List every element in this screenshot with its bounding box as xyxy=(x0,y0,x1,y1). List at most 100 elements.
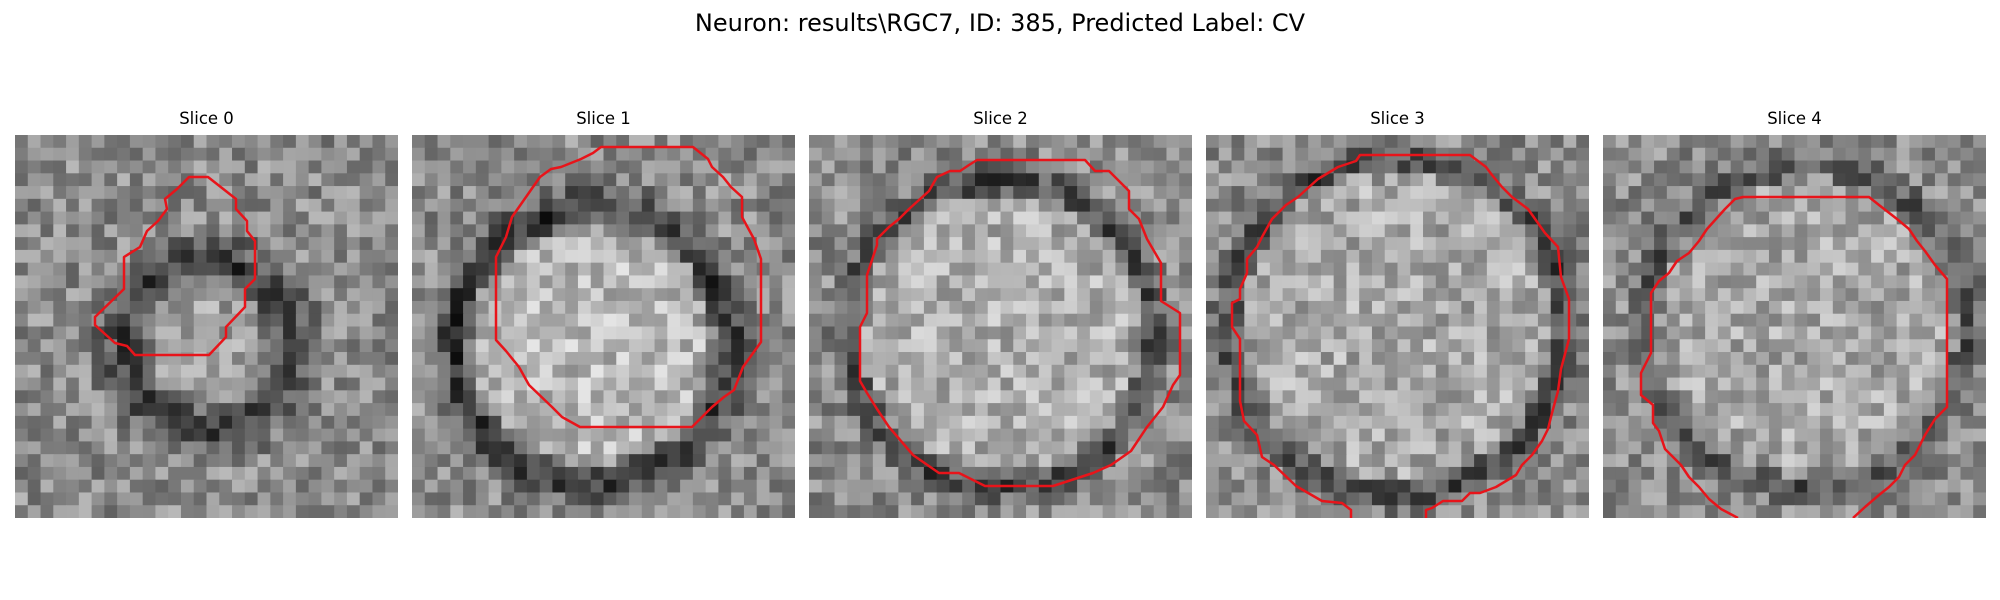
image-pixel xyxy=(923,364,938,379)
image-pixel xyxy=(475,466,490,481)
image-pixel xyxy=(372,288,386,302)
image-pixel xyxy=(654,211,668,225)
image-pixel xyxy=(872,160,887,174)
image-pixel xyxy=(1537,441,1552,455)
image-pixel xyxy=(1883,173,1898,187)
image-pixel xyxy=(1269,428,1284,442)
image-pixel xyxy=(718,505,732,518)
image-pixel xyxy=(66,135,80,149)
image-pixel xyxy=(1051,173,1065,187)
image-pixel xyxy=(1973,224,1986,238)
image-pixel xyxy=(78,211,93,225)
image-pixel xyxy=(1448,428,1462,442)
image-pixel xyxy=(1615,454,1630,468)
image-pixel xyxy=(987,262,1002,277)
image-pixel xyxy=(295,160,310,174)
image-pixel xyxy=(1269,390,1284,404)
image-pixel xyxy=(372,237,386,251)
image-pixel xyxy=(1179,479,1192,494)
image-pixel xyxy=(603,237,617,251)
image-pixel xyxy=(1563,237,1577,251)
image-pixel xyxy=(911,390,925,404)
image-pixel xyxy=(1346,262,1360,277)
image-pixel xyxy=(872,505,887,518)
image-pixel xyxy=(129,454,144,468)
image-pixel xyxy=(1960,300,1974,315)
image-pixel xyxy=(1820,492,1834,506)
image-pixel xyxy=(129,173,144,187)
image-pixel xyxy=(1153,479,1168,494)
image-pixel xyxy=(1909,326,1923,340)
image-pixel xyxy=(1973,326,1986,340)
image-pixel xyxy=(936,313,951,328)
image-pixel xyxy=(412,224,426,238)
image-pixel xyxy=(155,313,169,328)
image-pixel xyxy=(1474,288,1488,302)
image-pixel xyxy=(809,454,823,468)
image-pixel xyxy=(1666,390,1681,404)
image-pixel xyxy=(1115,364,1129,379)
image-pixel xyxy=(321,147,335,162)
image-pixel xyxy=(1206,428,1220,442)
image-pixel xyxy=(1371,492,1386,506)
image-pixel xyxy=(321,403,335,417)
image-pixel xyxy=(1320,492,1335,506)
image-pixel xyxy=(1537,288,1552,302)
image-pixel xyxy=(117,237,131,251)
image-pixel xyxy=(1794,275,1808,289)
image-pixel xyxy=(1947,198,1962,213)
image-pixel xyxy=(1794,237,1808,251)
image-pixel xyxy=(1832,211,1847,225)
image-pixel xyxy=(1499,313,1513,328)
image-pixel xyxy=(667,377,681,391)
image-pixel xyxy=(1359,428,1373,442)
image-pixel xyxy=(1705,505,1719,518)
image-pixel xyxy=(91,377,105,391)
image-pixel xyxy=(860,454,874,468)
image-pixel xyxy=(1692,262,1706,277)
image-pixel xyxy=(1896,492,1910,506)
image-pixel xyxy=(1435,173,1450,187)
image-pixel xyxy=(1666,454,1681,468)
image-pixel xyxy=(1064,173,1078,187)
image-pixel xyxy=(66,428,80,442)
image-pixel xyxy=(1384,352,1399,366)
image-pixel xyxy=(731,428,745,442)
image-pixel xyxy=(1947,326,1962,340)
image-pixel xyxy=(1781,313,1796,328)
image-pixel xyxy=(782,505,795,518)
image-pixel xyxy=(885,454,899,468)
image-pixel xyxy=(1550,237,1565,251)
image-pixel xyxy=(1128,364,1142,379)
image-pixel xyxy=(860,364,874,379)
image-pixel xyxy=(1960,313,1974,328)
image-pixel xyxy=(809,173,823,187)
image-pixel xyxy=(1768,390,1783,404)
image-pixel xyxy=(1960,352,1974,366)
image-pixel xyxy=(577,403,592,417)
image-pixel xyxy=(1397,454,1411,468)
image-pixel xyxy=(91,160,105,174)
image-pixel xyxy=(1371,352,1386,366)
image-pixel xyxy=(1013,198,1027,213)
image-pixel xyxy=(424,198,439,213)
image-pixel xyxy=(809,262,823,277)
image-pixel xyxy=(987,466,1002,481)
image-pixel xyxy=(949,415,963,430)
image-pixel xyxy=(1333,262,1348,277)
image-pixel xyxy=(1231,390,1245,404)
image-pixel xyxy=(1231,147,1245,162)
image-pixel xyxy=(1768,288,1783,302)
image-pixel xyxy=(1845,492,1859,506)
image-pixel xyxy=(1013,224,1027,238)
image-pixel xyxy=(359,237,374,251)
image-pixel xyxy=(526,147,541,162)
image-pixel xyxy=(692,441,707,455)
image-pixel xyxy=(1257,390,1271,404)
image-pixel xyxy=(1576,454,1589,468)
image-pixel xyxy=(1845,173,1859,187)
image-pixel xyxy=(463,147,477,162)
image-pixel xyxy=(565,364,579,379)
image-pixel xyxy=(104,352,118,366)
image-pixel xyxy=(1410,224,1424,238)
